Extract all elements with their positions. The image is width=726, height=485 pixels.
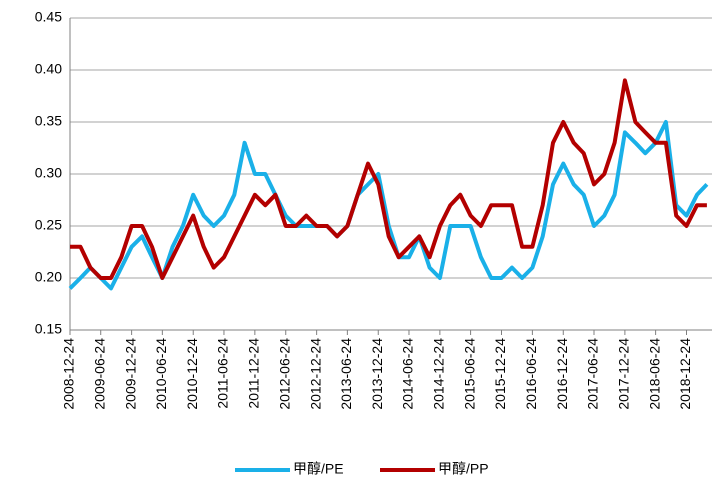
series-line <box>70 78 707 280</box>
series-line <box>68 120 709 291</box>
x-tick-label: 2010-12-24 <box>184 338 200 410</box>
x-tick-label: 2011-06-24 <box>215 338 231 409</box>
x-tick-label: 2009-12-24 <box>122 338 138 410</box>
x-tick-label: 2010-06-24 <box>153 338 169 410</box>
x-tick-label: 2015-06-24 <box>461 338 477 410</box>
y-tick-label: 0.35 <box>35 113 62 129</box>
x-tick-label: 2018-12-24 <box>677 338 693 410</box>
x-tick-label: 2009-06-24 <box>91 338 107 410</box>
x-tick-label: 2018-06-24 <box>646 338 662 410</box>
x-tick-label: 2012-06-24 <box>276 338 292 410</box>
x-tick-label: 2014-06-24 <box>400 338 416 410</box>
x-tick-label: 2013-12-24 <box>369 338 385 410</box>
x-tick-label: 2012-12-24 <box>307 338 323 410</box>
x-tick-label: 2013-06-24 <box>338 338 354 410</box>
y-tick-label: 0.45 <box>35 9 62 25</box>
x-tick-label: 2014-12-24 <box>431 338 447 410</box>
x-tick-label: 2017-12-24 <box>616 338 632 410</box>
x-tick-label: 2015-12-24 <box>492 338 508 410</box>
y-tick-label: 0.20 <box>35 269 62 285</box>
x-tick-label: 2016-12-24 <box>554 338 570 410</box>
x-tick-label: 2017-06-24 <box>585 338 601 410</box>
y-tick-label: 0.30 <box>35 165 62 181</box>
x-tick-label: 2011-12-24 <box>246 338 262 409</box>
x-tick-label: 2008-12-24 <box>61 338 77 410</box>
y-tick-label: 0.15 <box>35 321 62 337</box>
x-tick-label: 2016-06-24 <box>523 338 539 410</box>
y-tick-label: 0.40 <box>35 61 62 77</box>
legend-label: 甲醇/PE <box>293 461 344 477</box>
legend-label: 甲醇/PP <box>438 461 489 477</box>
y-tick-label: 0.25 <box>35 217 62 233</box>
